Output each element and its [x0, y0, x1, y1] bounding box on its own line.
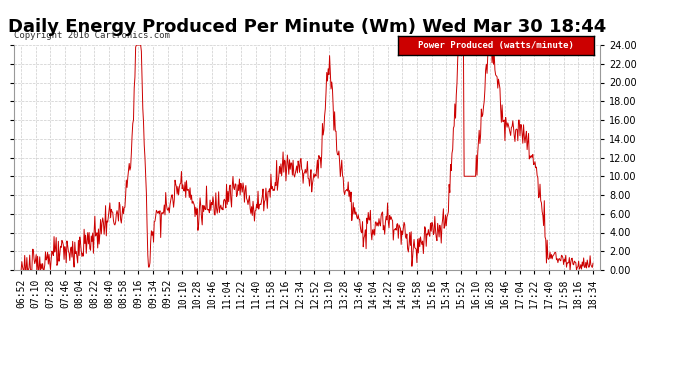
Title: Daily Energy Produced Per Minute (Wm) Wed Mar 30 18:44: Daily Energy Produced Per Minute (Wm) We…: [8, 18, 607, 36]
Text: Copyright 2016 Cartronics.com: Copyright 2016 Cartronics.com: [14, 32, 170, 40]
